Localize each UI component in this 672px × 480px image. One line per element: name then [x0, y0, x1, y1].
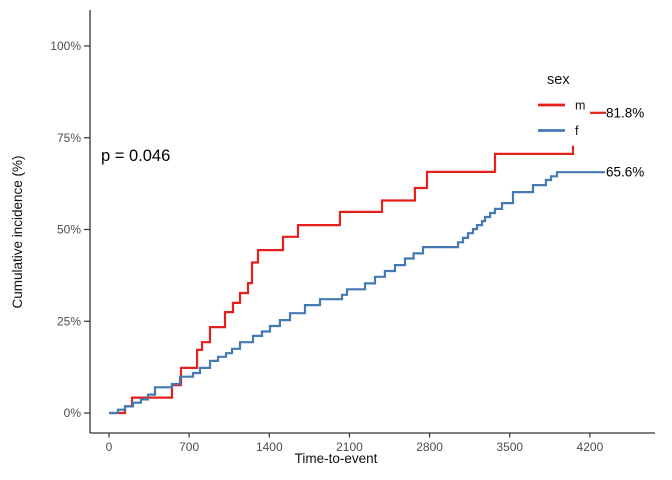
- series-m-curve: [109, 145, 575, 415]
- series-m-final-value-label: 81.8%: [606, 105, 644, 120]
- y-axis-ticks: 0% 25% 50% 75% 100%: [50, 39, 90, 420]
- y-tick-label: 50%: [57, 223, 81, 237]
- x-tick-label: 0: [106, 440, 113, 454]
- x-tick-label: 2800: [416, 440, 443, 454]
- series-f-curve: [109, 171, 605, 415]
- y-tick-label: 0%: [64, 406, 82, 420]
- series-f-final-value-label: 65.6%: [606, 165, 644, 180]
- x-tick-label: 1400: [256, 440, 283, 454]
- legend-label-m: m: [575, 99, 585, 113]
- x-tick-label: 3500: [496, 440, 523, 454]
- x-axis-ticks: 0 700 1400 2100 2800 3500 4200: [106, 433, 604, 454]
- x-axis-title: Time-to-event: [295, 451, 378, 466]
- y-tick-label: 25%: [57, 314, 81, 328]
- legend: sex mf: [538, 72, 585, 138]
- y-tick-label: 100%: [50, 39, 81, 53]
- pvalue-annotation: p = 0.046: [101, 147, 170, 165]
- x-tick-label: 700: [179, 440, 199, 454]
- y-axis-title: Cumulative incidence (%): [10, 155, 25, 308]
- series-curves: [109, 145, 605, 415]
- y-tick-label: 75%: [57, 131, 81, 145]
- legend-title: sex: [547, 72, 570, 88]
- curve-end-labels: 81.8% 65.6%: [590, 105, 644, 180]
- x-tick-label: 4200: [577, 440, 604, 454]
- x-tick-label: 2100: [336, 440, 363, 454]
- legend-label-f: f: [575, 124, 579, 138]
- legend-items: mf: [538, 99, 585, 138]
